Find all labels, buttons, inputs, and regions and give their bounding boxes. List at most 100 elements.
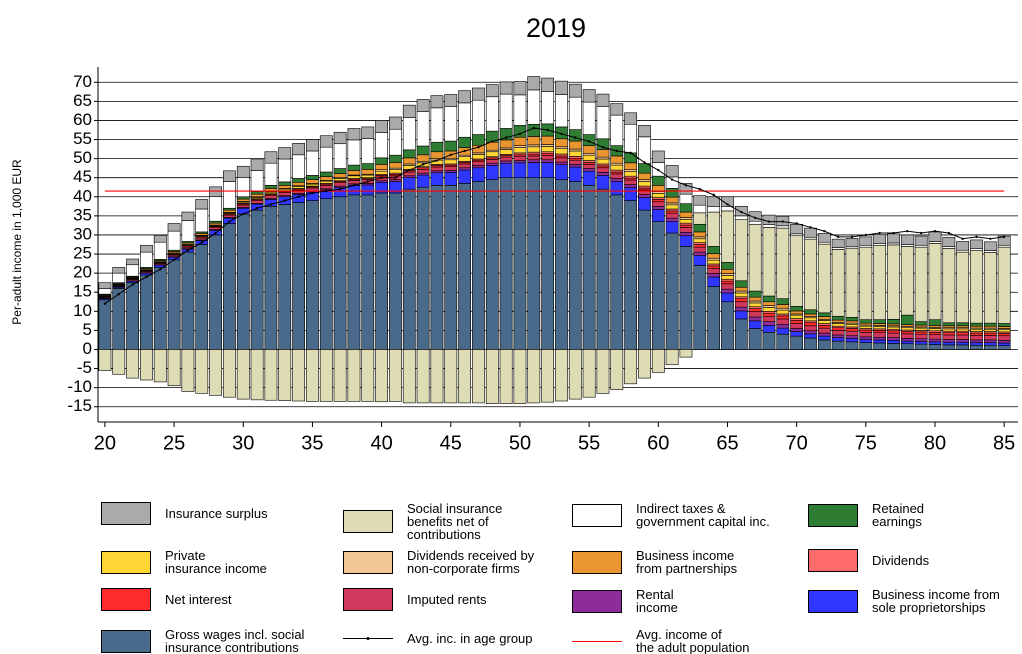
bar-segment: [333, 131, 347, 145]
bar-segment: [970, 328, 983, 332]
bar-segment: [610, 164, 624, 171]
bar-segment: [748, 223, 762, 292]
bar-segment: [126, 264, 139, 277]
bar-segment: [513, 136, 527, 146]
bar-segment: [195, 208, 209, 233]
bar-segment: [707, 268, 721, 274]
bar-segment: [610, 349, 624, 390]
bar-segment: [693, 265, 707, 350]
bar-segment: [375, 120, 388, 133]
bar-segment: [997, 345, 1011, 350]
bar-segment: [416, 145, 430, 156]
avg-line-point: [906, 229, 909, 233]
bar-segment: [734, 298, 748, 303]
x-tick-label: 65: [716, 432, 738, 454]
legend-label: Dividends received by non-corporate firm…: [407, 548, 535, 576]
bar-segment: [444, 166, 458, 171]
avg-line-point: [629, 151, 632, 155]
bar-segment: [679, 219, 693, 224]
bar-segment: [98, 349, 112, 371]
bar-segment: [389, 349, 402, 402]
bar-segment: [817, 335, 831, 341]
bar-segment: [98, 288, 112, 295]
legend-swatch: [808, 549, 858, 572]
y-tick-label: 5: [83, 320, 92, 339]
bar-segment: [250, 170, 264, 192]
legend-swatch: [343, 550, 393, 574]
bar-segment: [278, 349, 292, 401]
bar-segment: [707, 259, 721, 265]
bar-segment: [956, 251, 970, 324]
legend-label: Imputed rents: [407, 592, 487, 607]
bar-segment: [721, 269, 734, 274]
avg-line-point: [463, 149, 466, 153]
bar-segment: [513, 94, 527, 126]
bar-segment: [458, 349, 472, 404]
bar-segment: [499, 93, 513, 129]
bar-segment: [762, 331, 776, 350]
bar-segment: [983, 328, 997, 332]
bar-segment: [181, 211, 195, 221]
bar-segment: [140, 244, 153, 253]
bar-segment: [942, 322, 956, 327]
bar-segment: [942, 236, 956, 247]
bar-segment: [970, 239, 983, 249]
bar-segment: [499, 139, 513, 149]
bar-segment: [638, 194, 651, 198]
legend-item: Private insurance income: [101, 549, 267, 575]
avg-line-point: [491, 140, 494, 143]
bar-segment: [250, 209, 264, 350]
bar-segment: [721, 301, 734, 350]
bar-segment: [209, 196, 222, 222]
bar-segment: [527, 159, 541, 163]
bar-segment: [665, 210, 679, 214]
bar-segment: [804, 325, 817, 332]
bar-segment: [278, 185, 292, 189]
bar-segment: [679, 203, 693, 213]
bar-segment: [693, 251, 707, 256]
bar-segment: [997, 323, 1011, 327]
bar-segment: [485, 165, 499, 180]
avg-line-point: [408, 168, 411, 172]
y-tick-label: 25: [73, 244, 92, 263]
bar-segment: [748, 320, 762, 329]
bar-segment: [555, 148, 568, 155]
x-tick-label: 20: [94, 432, 116, 454]
bar-segment: [126, 282, 139, 350]
avg-line-point: [670, 178, 674, 181]
bar-segment: [485, 159, 499, 164]
bar-segment: [693, 231, 707, 238]
legend-swatch: [101, 588, 151, 611]
bar-segment: [361, 163, 375, 170]
bar-segment: [389, 162, 402, 169]
bar-segment: [665, 196, 679, 204]
bar-segment: [665, 165, 679, 178]
bar-segment: [693, 195, 707, 206]
bar-segment: [762, 325, 776, 333]
bar-segment: [762, 224, 776, 228]
bar-segment: [568, 166, 582, 182]
bar-segment: [817, 233, 831, 243]
bar-segment: [319, 135, 333, 148]
bar-segment: [167, 230, 181, 251]
bar-segment: [983, 344, 997, 350]
bar-segment: [638, 209, 651, 350]
avg-line-point: [269, 203, 273, 206]
avg-line-point: [698, 187, 702, 191]
bar-segment: [817, 316, 831, 320]
avg-line-point: [159, 268, 162, 271]
avg-line-point: [228, 220, 231, 223]
bar-segment: [762, 312, 776, 317]
bar-segment: [734, 286, 748, 292]
avg-line-point: [615, 149, 618, 153]
bar-segment: [389, 128, 402, 156]
bar-segment: [804, 317, 817, 322]
legend-label: Indirect taxes & government capital inc.: [636, 501, 770, 529]
bar-segment: [582, 154, 596, 161]
y-tick-label: 10: [73, 301, 92, 320]
bar-segment: [734, 215, 748, 220]
bar-segment: [236, 177, 250, 198]
y-tick-label: 70: [73, 72, 92, 91]
legend-dot: [366, 637, 370, 640]
bar-segment: [472, 99, 485, 135]
